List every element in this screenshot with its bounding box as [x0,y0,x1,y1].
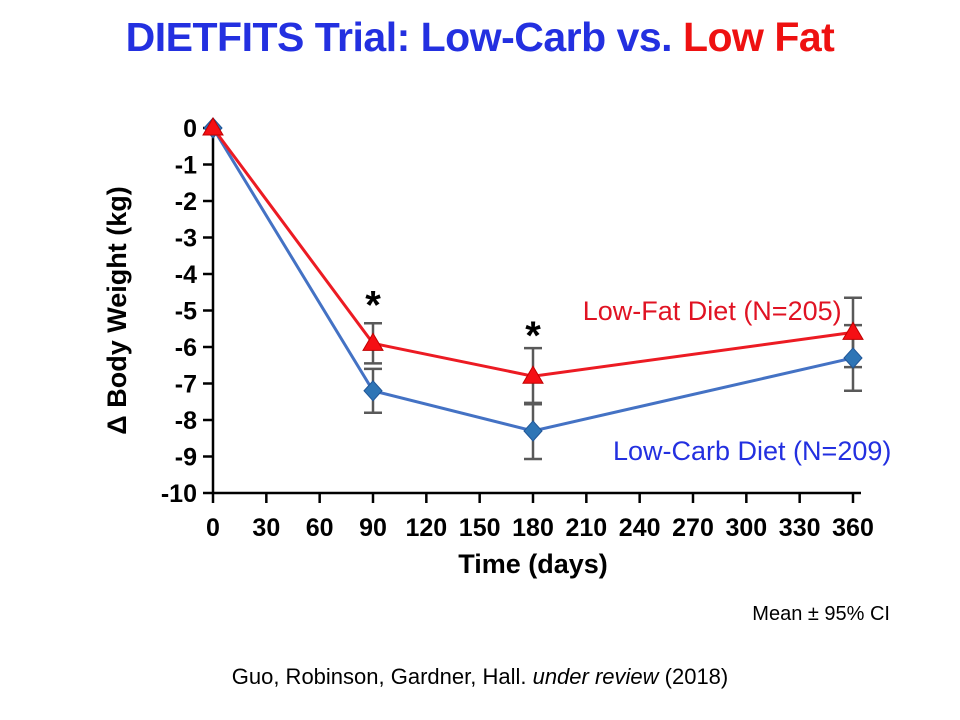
series-label-lowfat: Low-Fat Diet (N=205) [583,296,842,326]
y-tick-label: -3 [175,225,197,253]
triangle-marker [202,117,224,136]
x-tick-label: 360 [832,514,874,542]
axes [203,125,861,503]
x-tick-label: 240 [619,514,661,542]
x-tick-label: 300 [725,514,767,542]
x-tick-label: 330 [779,514,821,542]
diamond-marker [363,380,383,402]
triangle-marker [522,365,544,384]
series-markers-lowfat [202,117,864,384]
triangle-marker [362,332,384,351]
title-red-text: Low Fat [682,14,835,60]
y-tick-label: -9 [175,444,197,472]
ci-note: Mean ± 95% CI [752,603,890,625]
series-label-lowcarb: Low-Carb Diet (N=209) [613,436,891,466]
x-tick-label: 120 [405,514,447,542]
diamond-marker [843,347,863,369]
y-tick-label: -6 [175,334,197,362]
x-tick-label: 180 [512,514,554,542]
citation: Guo, Robinson, Gardner, Hall. under revi… [0,664,960,690]
series-line-lowcarb [211,127,854,433]
y-tick-label: -2 [175,188,197,216]
triangle-marker [842,321,864,340]
diamond-marker [523,420,543,442]
tick-labels: 0 -1 -2 -3 -4 -5 -6 -7 -8 -9 -10 0 30 60 90 120 150 180 21… [161,115,874,542]
weight-change-line-chart: 0 -1 -2 -3 -4 -5 -6 -7 -8 -9 -10 0 30 60 90 120 150 180 21… [102,115,891,579]
slide-title: DIETFITS Trial: Low-Carb vs. Low Fat [0,14,960,61]
citation-prefix: Guo, Robinson, Gardner, Hall. [231,664,533,689]
title-blue-text: DIETFITS Trial: Low-Carb vs. [125,14,683,60]
y-tick-label: -10 [161,480,197,508]
y-tick-label: -5 [175,298,197,326]
x-tick-label: 210 [565,514,607,542]
x-tick-label: 270 [672,514,714,542]
y-tick-label: -7 [175,371,197,399]
citation-suffix: (2018) [658,664,729,689]
x-tick-label: 90 [359,514,387,542]
significance-asterisk: * [365,284,381,328]
y-tick-label: -8 [175,407,197,435]
x-tick-label: 60 [306,514,334,542]
x-tick-label: 30 [252,514,280,542]
x-tick-label: 0 [206,514,220,542]
x-axis-title: Time (days) [458,549,608,579]
citation-italic: under review [532,664,659,689]
series-line-lowfat [211,127,854,378]
y-tick-label: 0 [183,115,197,143]
y-tick-label: -1 [175,152,197,180]
y-tick-label: -4 [175,261,197,289]
y-axis-title: Δ Body Weight (kg) [102,186,132,434]
x-tick-label: 150 [459,514,501,542]
significance-asterisk: * [525,314,541,358]
